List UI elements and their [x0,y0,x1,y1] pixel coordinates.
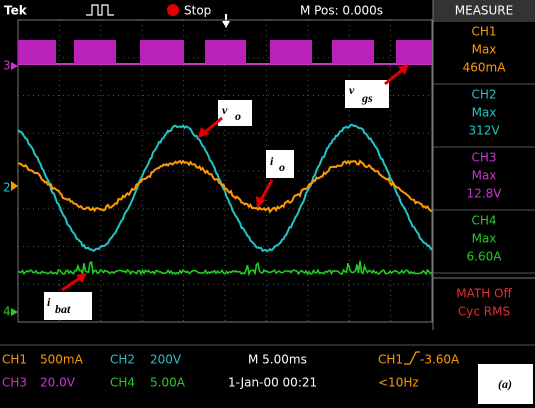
measure-stat: Max [472,169,497,183]
stop-icon [167,4,179,16]
date-time: 1-Jan-00 00:21 [228,376,317,390]
annotation-sub: o [279,160,285,174]
measure-channel: CH4 [471,214,496,228]
annotation-sub: bat [55,302,71,316]
measure-stat: Max [472,106,497,120]
ch1-name: CH1 [2,353,27,367]
measure-channel: CH2 [471,88,496,102]
measure-value: 312V [468,124,500,138]
math-mode: Cyc RMS [458,305,510,319]
measure-stat: Max [472,43,497,57]
vgs-burst [396,40,432,64]
measure-value: 12.8V [467,187,503,201]
trigger-frequency: <10Hz [378,376,419,390]
ch3-name: CH3 [2,376,27,390]
annotation-sub: o [235,109,241,123]
annotation-main: v [349,83,355,97]
measure-channel: CH3 [471,151,496,165]
annotation-main: v [222,103,228,117]
measure-value: 6.60A [467,250,503,264]
math-status: MATH Off [456,287,512,301]
ch2-marker: 2 [3,181,11,195]
measure-title: MEASURE [455,4,513,18]
ch2-name: CH2 [110,353,135,367]
vgs-burst [74,40,116,64]
timebase: M 5.00ms [248,353,307,367]
measure-stat: Max [472,232,497,246]
vgs-burst [205,40,246,64]
measure-value: 460mA [463,61,507,75]
ch4-marker: 4 [3,305,11,319]
measure-channel: CH1 [471,25,496,39]
vgs-burst [18,40,56,64]
trigger-level: -3.60A [420,353,460,367]
ch3-scale: 20.0V [40,376,76,390]
vgs-burst [140,40,184,64]
ch1-scale: 500mA [40,353,84,367]
run-status: Stop [184,4,211,18]
ch3-marker: 3 [3,59,11,73]
trigger-source: CH1 [378,353,403,367]
horizontal-position: M Pos: 0.000s [300,4,383,18]
brand: Tek [4,4,28,18]
vgs-burst [332,40,374,64]
vgs-burst [270,40,312,64]
figure-label: (a) [498,377,512,391]
ch4-scale: 5.00A [150,376,186,390]
ch2-scale: 200V [150,353,182,367]
annotation-sub: gs [361,91,373,105]
ch4-name: CH4 [110,376,135,390]
